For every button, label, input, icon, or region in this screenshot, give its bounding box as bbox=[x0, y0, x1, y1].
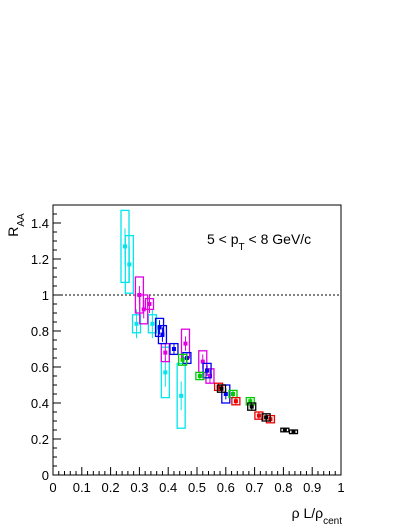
y-tick-label: 1.2 bbox=[31, 252, 49, 267]
data-point-blue bbox=[169, 342, 179, 356]
x-tick-label: 0.2 bbox=[102, 480, 120, 495]
data-point-green bbox=[177, 353, 188, 366]
y-axis-label: RAA bbox=[5, 213, 27, 237]
x-tick-label: 0.8 bbox=[274, 480, 292, 495]
data-point-blue bbox=[202, 362, 212, 379]
x-tick-label: 0.5 bbox=[188, 480, 206, 495]
x-tick-label: 0.9 bbox=[303, 480, 321, 495]
y-tick-label: 0 bbox=[42, 468, 49, 483]
data-point-blue bbox=[157, 324, 168, 345]
x-tick-label: 0.4 bbox=[159, 480, 177, 495]
data-point-magenta bbox=[205, 368, 215, 384]
x-tick-label: 0.1 bbox=[73, 480, 91, 495]
x-tick-label: 0.3 bbox=[130, 480, 148, 495]
data-point-black bbox=[288, 429, 299, 435]
y-tick-label: 0.6 bbox=[31, 360, 49, 375]
y-tick-label: 1.4 bbox=[31, 216, 49, 231]
data-point-black bbox=[261, 413, 271, 422]
pt-range-annotation: 5 < pT < 8 GeV/c bbox=[207, 231, 311, 253]
data-point-black bbox=[280, 427, 290, 433]
axis-ticks bbox=[52, 204, 342, 476]
data-point-red bbox=[254, 411, 264, 420]
data-point-green bbox=[195, 371, 205, 381]
data-point-cyan bbox=[176, 362, 186, 429]
data-point-cyan bbox=[124, 234, 134, 294]
x-tick-labels: 0 0.1 0.2 0.3 0.4 0.5 0.6 0.7 0.8 0.9 1 bbox=[49, 480, 344, 495]
data-point-blue bbox=[154, 317, 165, 338]
data-point-black bbox=[247, 402, 257, 411]
y-tick-label: 0.4 bbox=[31, 396, 49, 411]
x-tick-label: 0.6 bbox=[217, 480, 235, 495]
x-tick-label: 1 bbox=[337, 480, 344, 495]
y-tick-labels: 0 0.2 0.4 0.6 0.8 1 1.2 1.4 bbox=[31, 216, 49, 483]
y-tick-label: 0.8 bbox=[31, 324, 49, 339]
y-tick-label: 0.2 bbox=[31, 432, 49, 447]
x-tick-label: 0 bbox=[49, 480, 56, 495]
data-point-red bbox=[231, 396, 241, 406]
x-tick-label: 0.7 bbox=[246, 480, 264, 495]
data-point-magenta bbox=[160, 342, 170, 363]
data-point-magenta bbox=[144, 295, 155, 313]
x-axis-label: ρ L/ρcent bbox=[292, 505, 343, 527]
data-points bbox=[120, 209, 299, 435]
y-tick-label: 1 bbox=[42, 288, 49, 303]
data-point-black bbox=[216, 384, 227, 393]
